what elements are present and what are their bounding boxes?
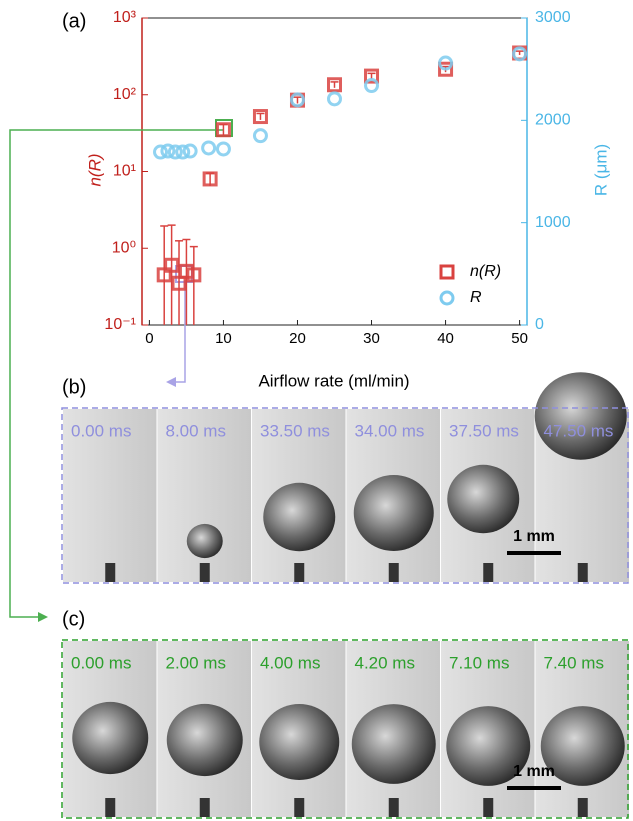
arrowhead xyxy=(166,377,176,387)
legend-label: R xyxy=(470,289,482,306)
bubble xyxy=(72,702,148,774)
needle xyxy=(105,563,115,582)
y2-axis-label: R (μm) xyxy=(591,144,610,196)
frame-time: 2.00 ms xyxy=(166,653,226,672)
needle xyxy=(389,798,399,817)
x-tick-label: 40 xyxy=(437,330,454,347)
bubble xyxy=(447,465,519,533)
figure: (a) Airflow rate (ml/min) n(R) R (μm) 01… xyxy=(0,0,633,821)
frame-time: 4.20 ms xyxy=(355,653,415,672)
x-tick-label: 0 xyxy=(145,330,153,347)
frame-time: 7.10 ms xyxy=(449,653,509,672)
x-axis-label: Airflow rate (ml/min) xyxy=(258,371,409,390)
frame-time: 0.00 ms xyxy=(71,653,131,672)
legend-label: n(R) xyxy=(470,263,501,280)
frame-time: 33.50 ms xyxy=(260,421,330,440)
legend-marker xyxy=(441,292,453,304)
frame-time: 47.50 ms xyxy=(544,421,614,440)
frame-time: 37.50 ms xyxy=(449,421,519,440)
bubble xyxy=(263,483,335,551)
needle xyxy=(483,798,493,817)
bubble xyxy=(187,524,223,558)
y-tick-label: 10¹ xyxy=(113,163,136,180)
y2-tick-label: 3000 xyxy=(535,9,571,26)
panel-label: (a) xyxy=(62,10,86,32)
needle xyxy=(105,798,115,817)
y-tick-label: 10⁻¹ xyxy=(104,316,136,333)
needle xyxy=(483,563,493,582)
panel-label: (b) xyxy=(62,376,86,398)
needle xyxy=(294,798,304,817)
y-tick-label: 10⁰ xyxy=(112,239,136,256)
bubble xyxy=(259,704,339,780)
frame-time: 0.00 ms xyxy=(71,421,131,440)
scale-label: 1 mm xyxy=(513,763,555,780)
y2-tick-label: 2000 xyxy=(535,112,571,129)
marker xyxy=(329,93,341,105)
bubble xyxy=(535,372,627,459)
x-tick-label: 20 xyxy=(289,330,306,347)
x-tick-label: 30 xyxy=(363,330,380,347)
y-tick-label: 10³ xyxy=(113,9,137,26)
needle xyxy=(578,798,588,817)
x-tick-label: 50 xyxy=(511,330,528,347)
legend-marker xyxy=(441,266,453,278)
y-axis-label: n(R) xyxy=(85,153,104,186)
x-tick-label: 10 xyxy=(215,330,232,347)
scale-label: 1 mm xyxy=(513,528,555,545)
panel-label: (c) xyxy=(62,608,85,630)
bubble xyxy=(354,475,434,551)
y2-tick-label: 1000 xyxy=(535,214,571,231)
connector xyxy=(176,280,185,382)
frame-time: 34.00 ms xyxy=(355,421,425,440)
arrowhead xyxy=(38,612,48,622)
needle xyxy=(389,563,399,582)
frame-time: 7.40 ms xyxy=(544,653,604,672)
marker xyxy=(254,130,266,142)
y-tick-label: 10² xyxy=(113,86,137,103)
needle xyxy=(200,563,210,582)
frame-time: 8.00 ms xyxy=(166,421,226,440)
bubble xyxy=(352,704,436,784)
needle xyxy=(294,563,304,582)
marker xyxy=(203,142,215,154)
frame-time: 4.00 ms xyxy=(260,653,320,672)
marker xyxy=(217,143,229,155)
y2-tick-label: 0 xyxy=(535,316,544,333)
needle xyxy=(578,563,588,582)
needle xyxy=(200,798,210,817)
bubble xyxy=(167,704,243,776)
